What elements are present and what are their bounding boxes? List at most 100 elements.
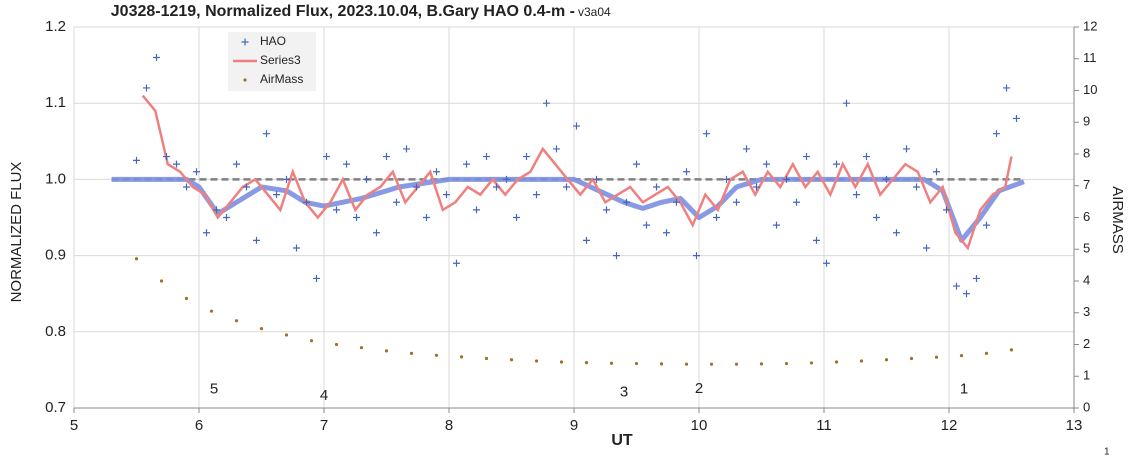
airmass-point <box>1009 348 1014 352</box>
airmass-point <box>634 361 639 366</box>
data-point <box>813 236 820 244</box>
footer: 1 <box>1104 447 1110 458</box>
legend-label: Series3 <box>260 53 301 67</box>
data-point <box>453 259 460 267</box>
data-point <box>283 175 290 183</box>
airmass-point <box>459 355 464 359</box>
x-tick-label: 13 <box>1066 417 1083 434</box>
data-point <box>733 198 740 206</box>
data-point <box>653 183 660 191</box>
airmass-point <box>359 346 364 350</box>
data-point <box>553 145 560 153</box>
airmass-point <box>309 339 314 343</box>
model-line <box>111 176 1025 243</box>
data-point <box>853 191 860 199</box>
data-point <box>133 156 140 164</box>
data-point <box>543 99 550 107</box>
data-point <box>563 183 570 191</box>
data-point <box>963 290 970 298</box>
data-point <box>833 160 840 168</box>
y-tick-label: 0.9 <box>45 247 66 264</box>
data-point <box>533 191 540 199</box>
annotation: 1 <box>960 381 968 398</box>
data-point <box>383 153 390 161</box>
airmass-point <box>409 351 414 355</box>
data-point <box>723 175 730 183</box>
airmass-point <box>934 355 939 359</box>
airmass-point <box>609 361 614 365</box>
x-tick-label: 5 <box>70 417 78 434</box>
x-tick-label: 10 <box>691 417 708 434</box>
data-point <box>403 145 410 153</box>
data-point <box>663 229 670 237</box>
airmass-point <box>284 333 289 337</box>
data-point <box>693 252 700 260</box>
data-point <box>633 160 640 168</box>
data-point <box>943 206 950 214</box>
y2-tick-label: 2 <box>1083 336 1090 351</box>
data-point <box>153 53 160 61</box>
data-point <box>593 175 600 183</box>
annotation: 5 <box>210 381 218 398</box>
data-point <box>823 259 830 267</box>
data-point <box>353 214 360 221</box>
data-point <box>243 183 250 191</box>
annotation: 4 <box>320 387 328 404</box>
data-point <box>743 145 750 153</box>
data-point <box>613 252 620 260</box>
data-point <box>863 153 870 161</box>
data-point <box>843 99 850 107</box>
data-point <box>623 198 630 206</box>
data-point <box>523 153 530 161</box>
data-point <box>673 198 680 206</box>
data-point <box>993 130 1000 138</box>
y-tick-label: 0.7 <box>45 399 66 416</box>
airmass-point <box>684 362 689 366</box>
data-point <box>583 236 590 244</box>
data-point <box>683 168 690 176</box>
airmass-point <box>259 327 264 331</box>
data-point <box>373 229 380 237</box>
y2-tick-label: 4 <box>1083 272 1090 287</box>
airmass-point <box>659 362 664 366</box>
x-tick-label: 12 <box>941 417 958 434</box>
airmass-point <box>884 358 889 362</box>
y2-tick-label: 3 <box>1083 304 1090 319</box>
data-point <box>983 221 990 229</box>
x-tick-label: 11 <box>816 417 832 434</box>
y2-axis-label: AIRMASS <box>1109 186 1126 254</box>
data-point <box>893 229 900 237</box>
data-point <box>473 206 480 214</box>
data-point <box>973 274 980 282</box>
data-point <box>253 236 260 244</box>
y2-tick-label: 1 <box>1083 368 1090 383</box>
x-tick-label: 8 <box>445 417 453 434</box>
airmass-point <box>134 257 139 261</box>
data-point <box>233 160 240 168</box>
airmass-point <box>159 279 164 283</box>
data-point <box>483 153 490 161</box>
data-point <box>573 122 580 130</box>
data-point <box>763 160 770 168</box>
chart-subtitle: v3a04 <box>578 5 611 19</box>
data-point <box>703 130 710 138</box>
annotation: 2 <box>695 380 703 397</box>
y2-tick-label: 0 <box>1083 399 1090 414</box>
airmass-point <box>534 359 539 363</box>
data-point <box>753 183 760 191</box>
airmass-point <box>209 309 214 313</box>
data-point <box>263 130 270 138</box>
y2-tick-label: 6 <box>1083 209 1090 224</box>
airmass-point <box>984 351 989 355</box>
airmass-point <box>234 319 239 323</box>
airmass-point <box>734 362 739 366</box>
y2-tick-label: 8 <box>1083 145 1090 160</box>
data-point <box>953 282 960 290</box>
data-point <box>783 175 790 183</box>
data-point <box>793 198 800 206</box>
data-point <box>1013 114 1020 122</box>
data-point <box>643 221 650 229</box>
data-point <box>443 191 450 199</box>
data-point <box>803 153 810 161</box>
airmass-point <box>509 358 514 362</box>
